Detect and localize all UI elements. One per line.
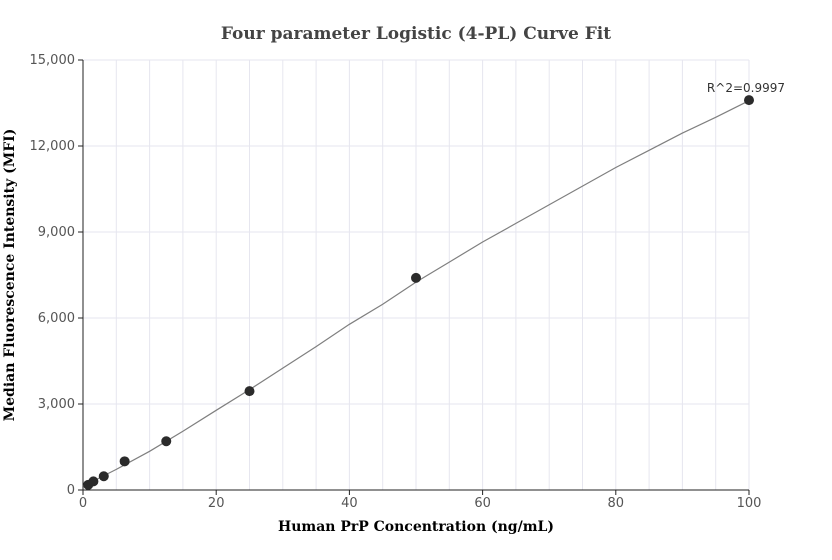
y-tick-label: 9,000: [38, 225, 75, 240]
y-tick-label: 0: [67, 483, 75, 498]
y-tick-label: 6,000: [38, 311, 75, 326]
x-tick-label: 60: [474, 496, 491, 511]
y-tick-label: 15,000: [30, 53, 76, 68]
r-squared-annotation: R^2=0.9997: [707, 81, 785, 95]
y-tick-label: 12,000: [30, 139, 76, 154]
data-points: [83, 95, 754, 490]
data-point[interactable]: [119, 456, 130, 467]
x-tick-label: 80: [608, 496, 625, 511]
y-tick-label: 3,000: [38, 397, 75, 412]
x-tick-label: 20: [208, 496, 225, 511]
data-point[interactable]: [161, 436, 172, 447]
data-point[interactable]: [411, 272, 421, 283]
data-point[interactable]: [98, 471, 109, 482]
y-axis-label: Median Fluorescence Intensity (MFI): [2, 129, 18, 422]
chart-text: Four parameter Logistic (4-PL) Curve Fit…: [2, 24, 611, 535]
data-point[interactable]: [244, 386, 255, 397]
tick-labels: 0 20 40 60 80 100 0 3,000 6,000 9,000 12,000 15,000: [30, 53, 762, 511]
annotations: R^2=0.9997: [707, 81, 785, 95]
chart-title: Four parameter Logistic (4-PL) Curve Fit: [221, 24, 611, 44]
axes: [78, 59, 750, 495]
x-axis-label: Human PrP Concentration (ng/mL): [278, 519, 554, 535]
data-point[interactable]: [744, 95, 754, 106]
x-tick-label: 0: [79, 496, 87, 511]
x-tick-label: 100: [737, 496, 762, 511]
x-tick-label: 40: [341, 496, 358, 511]
data-point[interactable]: [88, 476, 99, 487]
